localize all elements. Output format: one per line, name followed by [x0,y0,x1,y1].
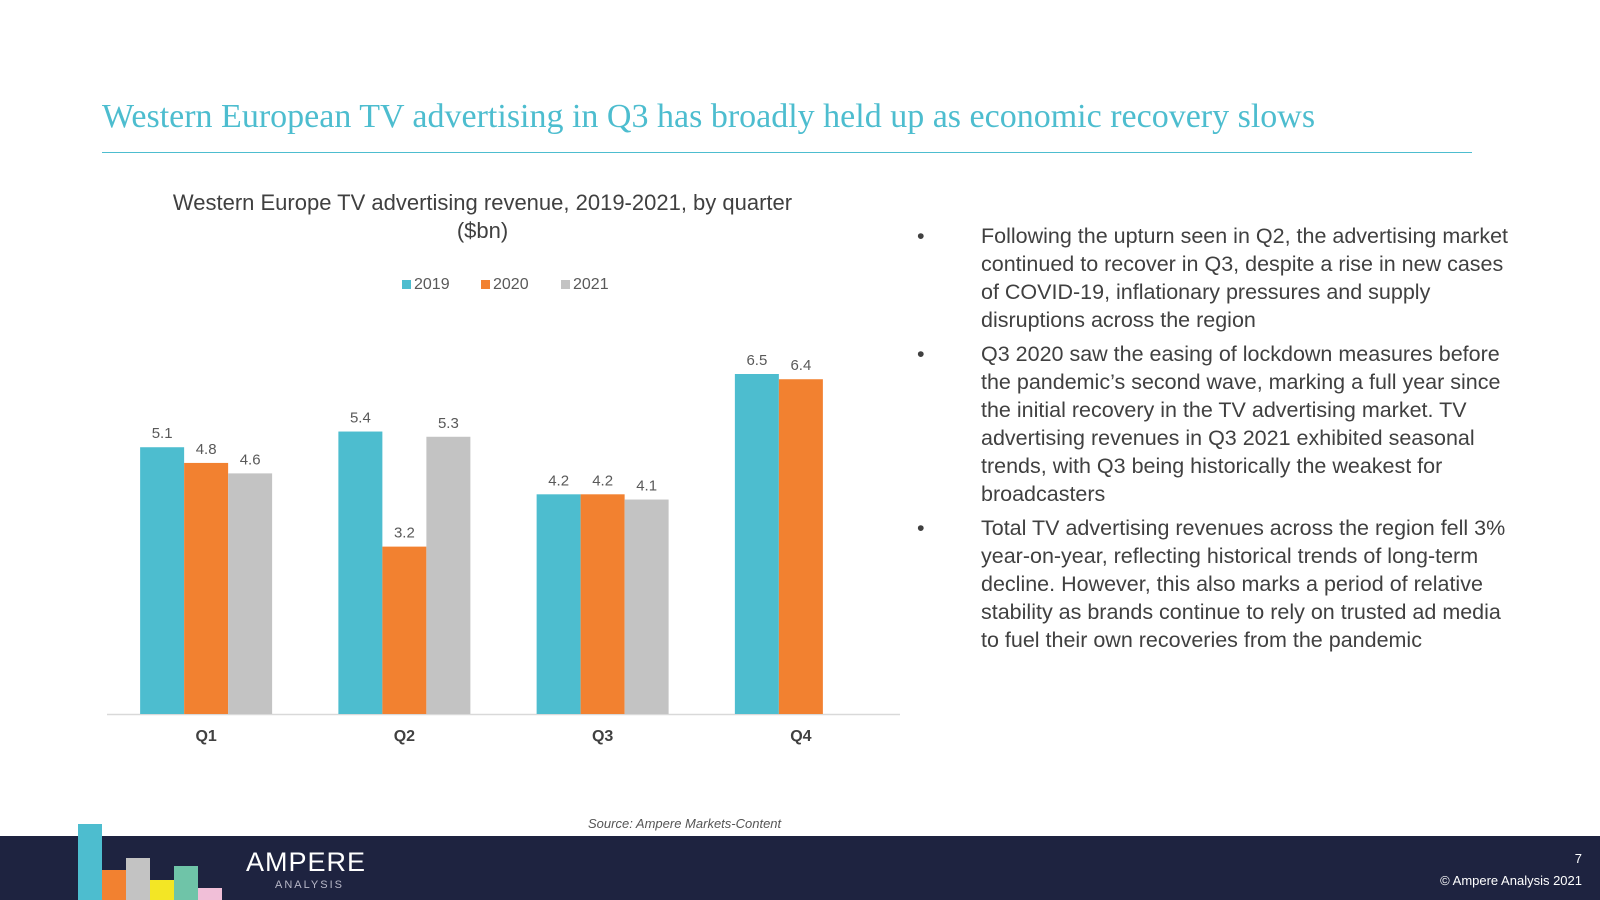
logo-block-green [174,866,198,900]
bar-Q3-2021 [624,499,669,714]
legend-swatch-2021 [561,280,570,289]
data-label-Q2-2020: 3.2 [394,525,415,542]
logo-block-orange [102,870,126,900]
bullet-list: • Following the upturn seen in Q2, the a… [917,222,1509,660]
data-label-Q2-2019: 5.4 [350,410,371,427]
bar-Q1-2019 [140,447,185,714]
data-label-Q1-2021: 4.6 [240,451,261,468]
logo-subtitle: ANALYSIS [275,879,344,891]
title-divider [102,152,1472,153]
data-label-Q1-2019: 5.1 [152,425,173,442]
logo-block-grey [126,858,150,900]
x-tick-label-Q1: Q1 [195,728,216,745]
data-label-Q4-2020: 6.4 [790,357,811,374]
x-tick-label-Q2: Q2 [394,728,415,745]
bar-Q1-2020 [184,462,229,714]
legend-label-2021: 2021 [573,276,609,293]
logo-wordmark: AMPERE [246,847,367,877]
data-label-Q1-2020: 4.8 [196,441,217,458]
copyright: © Ampere Analysis 2021 [1440,873,1582,888]
source-note: Source: Ampere Markets-Content [588,816,782,831]
bullet-item: • Following the upturn seen in Q2, the a… [917,222,1509,334]
data-label-Q3-2019: 4.2 [548,472,569,489]
page-number: 7 [1574,851,1582,866]
logo-block-pink [198,888,222,900]
bar-Q1-2021 [228,473,273,714]
x-tick-label-Q3: Q3 [592,728,613,745]
bar-chart: 2019 2020 2021 5.1 4.8 4.6 Q1 5.4 3.2 5.3 Q2 4.2 4.2… [107,276,900,745]
bar-Q3-2020 [580,494,625,714]
bar-Q3-2019 [536,494,581,714]
data-label-Q3-2020: 4.2 [592,472,613,489]
slide-title: Western European TV advertising in Q3 ha… [102,98,1316,135]
x-tick-label-Q4: Q4 [790,728,811,745]
bullet-item: • Q3 2020 saw the easing of lockdown mea… [917,340,1509,508]
bullet-item: • Total TV advertising revenues across t… [917,514,1509,654]
bar-Q2-2020 [382,546,427,714]
footer-bar [0,836,1600,900]
chart-title: Western Europe TV advertising revenue, 2… [172,190,793,243]
bullet-text: Q3 2020 saw the easing of lockdown measu… [981,342,1501,506]
bar-Q2-2019 [338,431,383,714]
data-label-Q2-2021: 5.3 [438,415,459,432]
bullet-glyph: • [917,342,925,366]
bar-Q4-2019 [734,374,779,714]
bar-Q4-2020 [778,379,823,714]
logo-block-yellow [150,880,174,900]
logo-block-teal [78,824,102,900]
data-label-Q3-2021: 4.1 [636,478,657,495]
legend-swatch-2019 [402,280,411,289]
bullet-text: Total TV advertising revenues across the… [981,516,1506,652]
bar-Q2-2021 [426,436,471,714]
bullet-text: Following the upturn seen in Q2, the adv… [981,224,1509,332]
legend-label-2020: 2020 [493,276,529,293]
bullet-glyph: • [917,516,925,540]
data-label-Q4-2019: 6.5 [746,352,767,369]
legend-label-2019: 2019 [414,276,450,293]
bullet-glyph: • [917,224,925,248]
legend-swatch-2020 [481,280,490,289]
